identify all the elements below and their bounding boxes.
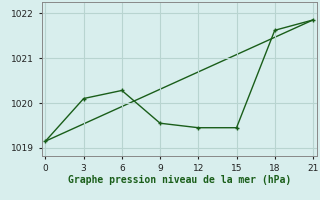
X-axis label: Graphe pression niveau de la mer (hPa): Graphe pression niveau de la mer (hPa): [68, 175, 291, 185]
